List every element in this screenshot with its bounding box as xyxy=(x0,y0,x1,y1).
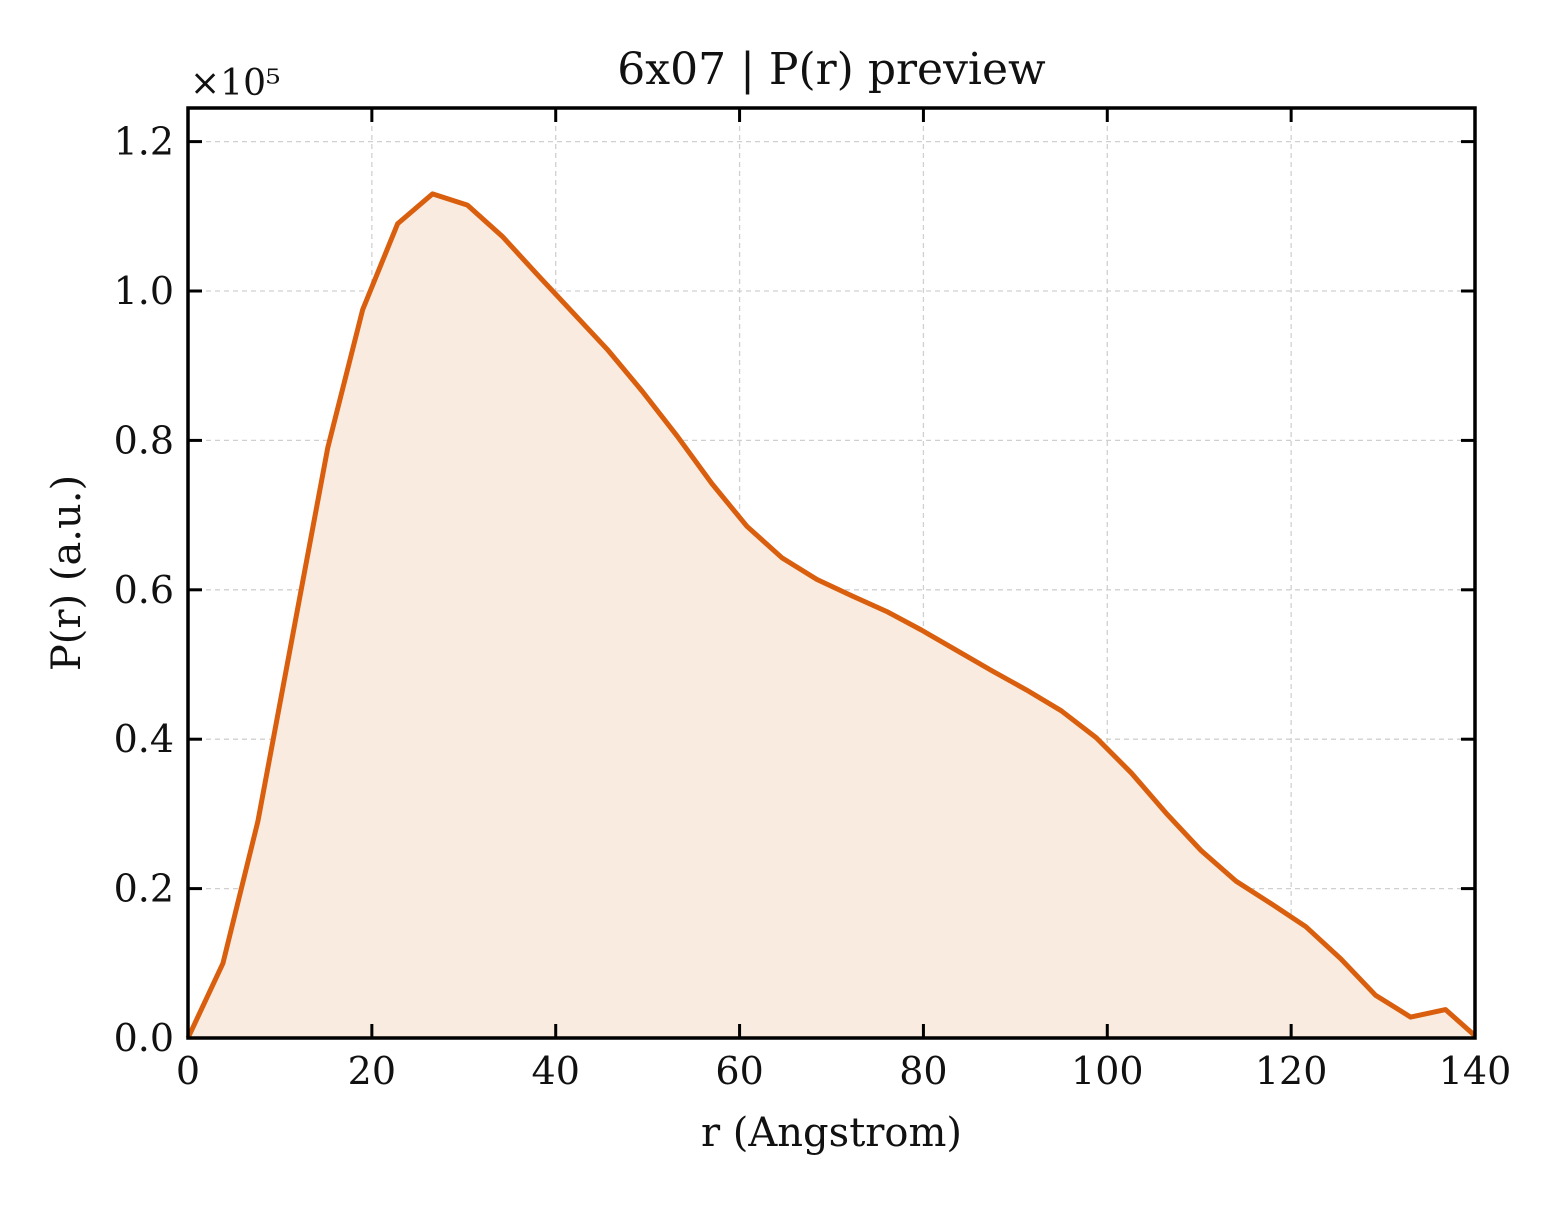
y-tick-label: 0.2 xyxy=(114,867,174,911)
x-tick-label: 80 xyxy=(899,1049,947,1093)
x-tick-label: 60 xyxy=(715,1049,763,1093)
y-tick-label: 1.2 xyxy=(114,120,174,164)
x-tick-label: 20 xyxy=(348,1049,396,1093)
y-tick-label: 1.0 xyxy=(114,269,174,313)
x-tick-label: 140 xyxy=(1439,1049,1512,1093)
y-tick-label: 0.0 xyxy=(114,1016,174,1060)
chart-title: 6x07 | P(r) preview xyxy=(617,44,1046,95)
x-tick-label: 40 xyxy=(532,1049,580,1093)
y-tick-label: 0.4 xyxy=(114,717,174,761)
x-tick-label: 0 xyxy=(176,1049,200,1093)
y-tick-label: 0.6 xyxy=(114,568,174,612)
x-tick-label: 120 xyxy=(1255,1049,1328,1093)
y-axis-label: P(r) (a.u.) xyxy=(44,475,90,671)
y-tick-label: 0.8 xyxy=(114,418,174,462)
x-tick-label: 100 xyxy=(1071,1049,1144,1093)
x-axis-label: r (Angstrom) xyxy=(701,1110,962,1156)
y-axis-multiplier: ×10⁵ xyxy=(190,63,280,104)
